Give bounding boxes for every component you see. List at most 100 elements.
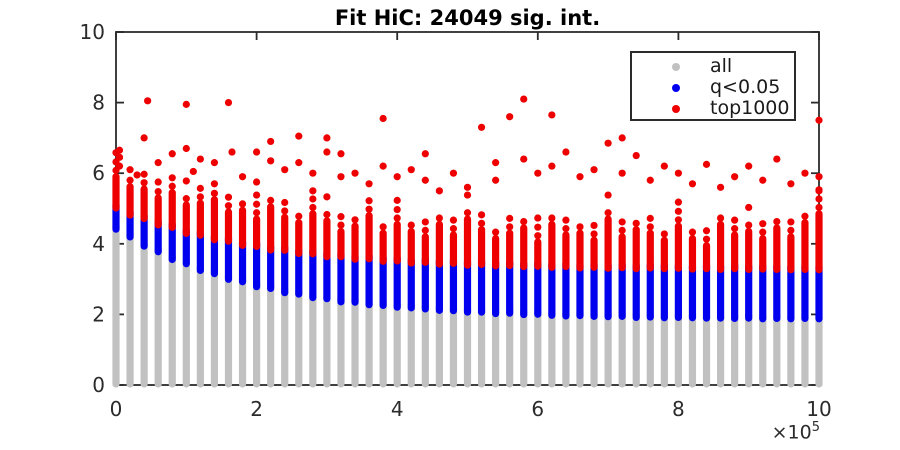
outlier-top1000 (716, 183, 725, 191)
point-top1000 (323, 210, 331, 219)
outlier-top1000 (674, 169, 683, 177)
point-top1000 (351, 216, 359, 224)
point-top1000 (534, 232, 542, 240)
outlier-top1000 (154, 178, 162, 186)
y-tick-label: 0 (92, 373, 105, 397)
outlier-top1000 (295, 159, 303, 167)
x-axis-exponent-label: ×105 (756, 420, 820, 443)
point-top1000 (365, 197, 373, 205)
point-top1000 (604, 209, 612, 217)
outlier-top1000 (449, 169, 458, 177)
point-top1000 (534, 214, 542, 222)
point-top1000 (674, 216, 683, 224)
outlier-top1000 (281, 166, 289, 174)
point-top1000 (449, 225, 458, 233)
x-tick-label: 2 (250, 397, 263, 421)
point-top1000 (745, 203, 753, 212)
point-top1000 (393, 205, 401, 214)
point-top1000 (224, 193, 233, 201)
outlier-top1000 (815, 187, 823, 195)
point-top1000 (646, 223, 654, 231)
point-top1000 (773, 217, 781, 226)
point-top1000 (393, 214, 401, 222)
point-top1000 (674, 207, 683, 215)
x-tick-label: 4 (391, 397, 404, 421)
x-tick-label: 8 (672, 397, 685, 421)
outlier-top1000 (506, 113, 514, 121)
point-top1000 (731, 225, 739, 233)
outlier-top1000 (618, 169, 626, 177)
point-top1000 (168, 182, 176, 190)
point-top1000 (506, 214, 514, 222)
outlier-top1000 (351, 169, 359, 177)
outlier-top1000 (267, 157, 275, 165)
point-top1000 (618, 226, 626, 234)
point-top1000 (702, 227, 711, 235)
point-top1000 (618, 218, 626, 226)
point-top1000 (759, 228, 767, 236)
legend-label-all: all (710, 55, 733, 77)
outlier-top1000 (309, 187, 317, 195)
outlier-top1000 (126, 166, 134, 174)
outlier-top1000 (548, 111, 556, 119)
point-top1000 (309, 203, 317, 212)
point-top1000 (267, 196, 275, 204)
outlier-top1000 (548, 162, 556, 170)
point-top1000 (407, 221, 415, 229)
y-tick-label: 2 (92, 302, 105, 326)
outlier-top1000 (660, 162, 668, 170)
outlier-top1000 (182, 144, 190, 153)
point-top1000 (281, 198, 289, 207)
point-top1000 (323, 193, 331, 201)
outlier-top1000 (646, 176, 654, 184)
point-top1000 (716, 214, 725, 222)
outlier-top1000 (745, 162, 753, 170)
outlier-top1000 (115, 162, 124, 170)
outlier-top1000 (590, 166, 598, 174)
outlier-top1000 (115, 153, 124, 161)
point-top1000 (253, 191, 261, 199)
point-top1000 (731, 216, 739, 224)
outlier-top1000 (520, 155, 528, 163)
point-top1000 (421, 226, 429, 234)
point-top1000 (660, 230, 668, 238)
point-top1000 (168, 174, 176, 182)
point-top1000 (815, 203, 823, 212)
point-top1000 (604, 191, 612, 199)
point-top1000 (224, 202, 233, 210)
exponent-power: 5 (811, 420, 820, 435)
outlier-top1000 (815, 116, 823, 124)
point-top1000 (421, 218, 429, 226)
point-top1000 (253, 200, 261, 208)
point-top1000 (253, 209, 261, 217)
point-top1000 (154, 187, 162, 196)
outlier-top1000 (477, 123, 486, 131)
legend: all q<0.05 top1000 (630, 51, 796, 121)
legend-item-q005: q<0.05 (632, 77, 794, 98)
outlier-top1000 (196, 155, 204, 163)
outlier-top1000 (267, 137, 275, 146)
outlier-top1000 (224, 99, 233, 107)
exponent-base: ×10 (771, 421, 812, 444)
outlier-top1000 (133, 171, 141, 179)
point-top1000 (702, 235, 711, 243)
point-top1000 (646, 214, 654, 222)
outlier-top1000 (632, 151, 640, 160)
point-top1000 (520, 217, 528, 226)
outlier-top1000 (421, 176, 429, 184)
point-top1000 (576, 223, 584, 231)
outlier-top1000 (309, 169, 317, 177)
outlier-top1000 (379, 114, 387, 123)
outlier-top1000 (492, 159, 500, 167)
point-top1000 (815, 195, 823, 203)
outlier-top1000 (379, 162, 387, 170)
point-top1000 (435, 214, 443, 222)
outlier-top1000 (182, 100, 190, 108)
outlier-top1000 (787, 180, 795, 188)
outlier-top1000 (115, 146, 124, 154)
point-top1000 (309, 195, 317, 203)
x-tick-label: 0 (110, 397, 123, 421)
outlier-top1000 (168, 150, 176, 158)
outlier-top1000 (773, 155, 781, 163)
